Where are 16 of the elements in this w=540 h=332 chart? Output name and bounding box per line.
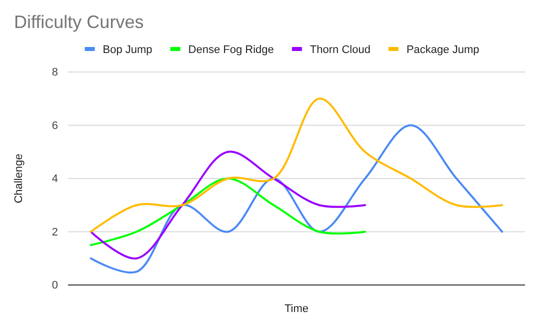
line-series	[90, 124, 504, 274]
y-tick-label: 4	[52, 173, 58, 186]
legend-label: Dense Fog Ridge	[188, 44, 274, 56]
line-series	[90, 150, 366, 260]
line-series	[90, 178, 366, 246]
legend-label: Package Jump	[406, 44, 480, 56]
y-tick-label: 6	[52, 120, 58, 132]
y-tick-label: 0	[52, 280, 58, 292]
x-axis-title: Time	[284, 303, 309, 315]
y-tick-label: 8	[52, 66, 58, 79]
legend-label: Thorn Cloud	[310, 44, 370, 56]
y-axis-title: Challenge	[13, 154, 25, 204]
legend-label: Bop Jump	[102, 44, 152, 56]
chart-title: Difficulty Curves	[14, 12, 144, 32]
y-tick-label: 2	[52, 226, 58, 238]
line-series	[90, 98, 504, 233]
